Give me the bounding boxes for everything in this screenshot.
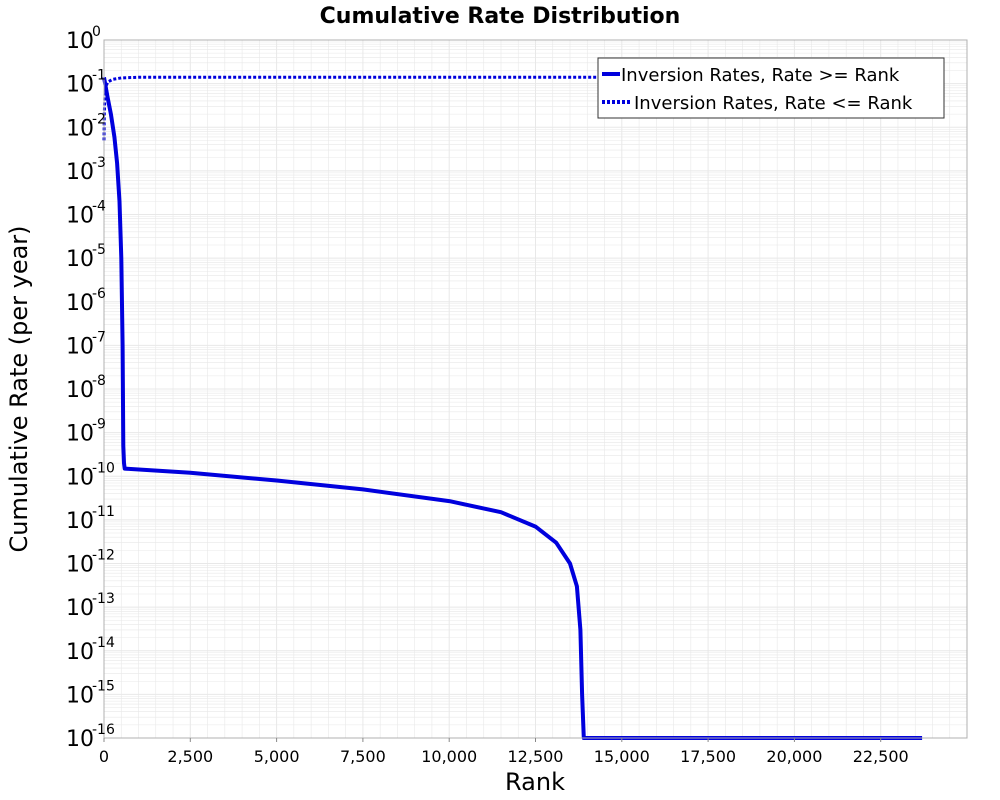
y-tick-exponent: -10: [92, 460, 115, 476]
y-tick-exponent: -16: [92, 722, 115, 738]
y-tick-label: 10: [66, 683, 94, 708]
y-tick-exponent: -5: [92, 242, 106, 258]
x-axis-ticks: 0 2,500 5,000 7,500 10,000 12,500 15,000 17,500…: [99, 738, 909, 766]
y-tick-exponent: -15: [92, 678, 115, 694]
y-tick-label: 10: [66, 378, 94, 403]
legend-entry-rate-gte-rank: Inversion Rates, Rate >= Rank: [621, 65, 900, 86]
grid: [103, 40, 968, 739]
y-tick-label: 10: [66, 553, 94, 578]
y-tick-label: 10: [66, 334, 94, 359]
x-tick-label: 0: [99, 747, 109, 766]
y-tick-label: 10: [66, 116, 94, 141]
y-tick-label: 10: [66, 204, 94, 229]
x-tick-label: 20,000: [766, 747, 822, 766]
y-tick-exponent: -4: [92, 199, 106, 215]
y-tick-label: 10: [66, 727, 94, 752]
y-tick-label: 10: [66, 509, 94, 534]
legend-entry-rate-lte-rank: Inversion Rates, Rate <= Rank: [634, 93, 913, 114]
y-tick-label: 10: [66, 160, 94, 185]
y-tick-label: 10: [66, 422, 94, 447]
x-tick-label: 15,000: [594, 747, 650, 766]
y-tick-exponent: -14: [92, 635, 115, 651]
y-tick-exponent: 0: [92, 24, 101, 40]
x-tick-label: 17,500: [680, 747, 736, 766]
y-tick-label: 10: [66, 596, 94, 621]
x-tick-label: 2,500: [167, 747, 213, 766]
y-tick-label: 10: [66, 73, 94, 98]
y-tick-exponent: -8: [92, 373, 106, 389]
y-tick-exponent: -3: [92, 155, 106, 171]
y-tick-label: 10: [66, 291, 94, 316]
y-tick-label: 10: [66, 29, 94, 54]
y-tick-exponent: -9: [92, 417, 106, 433]
x-tick-label: 7,500: [340, 747, 386, 766]
y-tick-label: 10: [66, 247, 94, 272]
y-tick-label: 10: [66, 640, 94, 665]
y-tick-exponent: -11: [92, 504, 115, 520]
y-tick-exponent: -13: [92, 591, 115, 607]
series-layer: [102, 75, 923, 740]
series-line-0: [102, 76, 923, 740]
y-axis-ticks: 10010-110-210-310-410-510-610-710-810-91…: [66, 24, 115, 752]
y-tick-label: 10: [66, 465, 94, 490]
x-tick-label: 10,000: [421, 747, 477, 766]
y-tick-exponent: -7: [92, 329, 106, 345]
legend-box: [597, 57, 945, 119]
y-axis-label: Cumulative Rate (per year): [5, 225, 33, 552]
series-line-1: [102, 75, 923, 141]
y-tick-exponent: -6: [92, 286, 106, 302]
x-axis-label: Rank: [505, 768, 565, 796]
x-tick-label: 22,500: [853, 747, 909, 766]
y-tick-exponent: -2: [92, 111, 106, 127]
chart-title: Cumulative Rate Distribution: [320, 4, 681, 29]
legend: Inversion Rates, Rate >= Rank Inversion …: [597, 57, 945, 119]
y-tick-exponent: -1: [92, 68, 106, 84]
y-tick-exponent: -12: [92, 548, 115, 564]
x-tick-label: 5,000: [254, 747, 300, 766]
x-tick-label: 12,500: [508, 747, 564, 766]
